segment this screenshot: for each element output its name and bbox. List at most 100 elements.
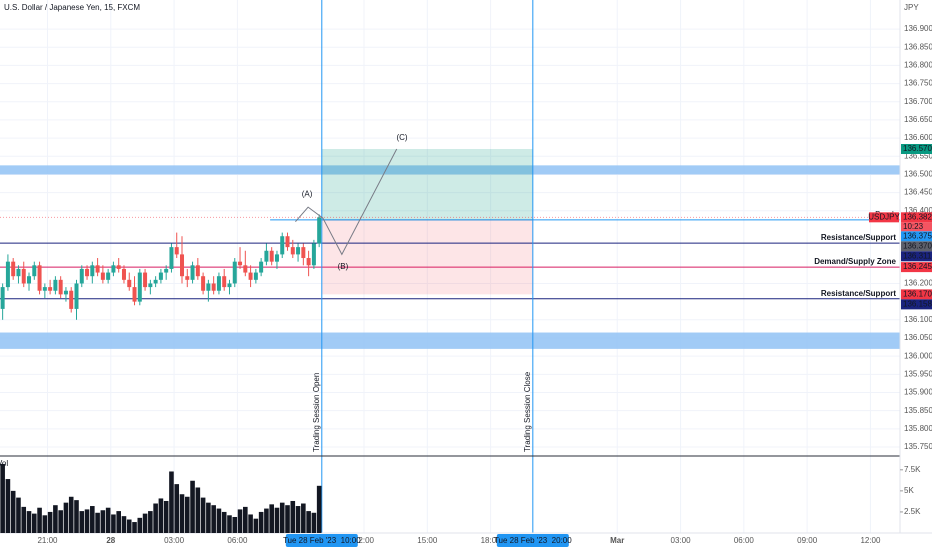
volume-bar [285,505,290,533]
volume-bar [301,503,306,533]
volume-bar [227,515,232,533]
price-badge [901,289,932,300]
volume-bar [179,494,185,533]
y-tick-label: 135.900 [904,388,932,397]
y-tick-label: 135.850 [904,406,932,415]
volume-tick-label: 7.5K [904,465,921,474]
y-tick-label: 136.800 [904,61,932,70]
candle-body [190,265,195,280]
volume-bar [16,497,21,533]
time-badge [496,534,569,547]
candle-body [227,283,232,288]
y-tick-label: 136.450 [904,188,932,197]
y-tick-label: 136.050 [904,333,932,342]
volume-bar [211,505,216,533]
y-tick-label: 136.900 [904,24,932,33]
candle-body [21,268,26,284]
candle-body [238,261,243,266]
x-tick-label: 03:00 [164,536,185,545]
zone-band [0,332,900,349]
volume-bar [258,511,264,533]
volume-bar [10,490,16,533]
price-badge-label: 136.570 [903,144,932,153]
candle-body [11,261,16,277]
candle-body [180,254,185,277]
price-badge-label: 136.311 [903,251,932,260]
volume-bar [79,511,85,533]
volume-bar [121,516,127,533]
y-tick-label: 135.750 [904,442,932,451]
candle-body [243,265,248,273]
volume-bar [274,507,280,533]
volume-bar [90,506,95,533]
volume-bar [137,517,143,533]
x-tick-label: 12:00 [354,536,375,545]
volume-bar [269,504,274,533]
wave-path [295,148,398,256]
price-badge-label: 136.375 [903,231,932,240]
candle-body [74,283,79,309]
volume-bar [84,509,90,533]
x-tick-label: Mar [610,536,624,545]
y-tick-label: 136.400 [904,206,932,215]
volume-bar [5,479,11,533]
candle-body [216,276,221,291]
volume-bar [105,507,111,533]
price-badge-label: 136.158 [903,299,932,308]
volume-bar [253,518,259,533]
candle-body [69,290,74,309]
volume-bar [153,503,158,533]
volume-bar [111,514,116,533]
countdown-badge [901,222,932,232]
y-tick-label: 136.600 [904,133,932,142]
price-badge [901,241,932,252]
volume-bar [190,480,195,533]
volume-bar [47,511,53,533]
volume-bar [237,509,243,533]
target-zone [321,149,533,220]
level-label: Demand/Supply Zone [814,257,896,266]
volume-bar [74,500,79,533]
volume-bar [316,485,322,533]
candle-body [90,265,95,277]
volume-bar [243,506,248,533]
volume-bar [37,507,42,533]
volume-bar [163,500,169,533]
candle-body [222,276,227,288]
volume-bar [306,511,311,533]
candle-body [248,272,253,280]
volume-bar [206,502,211,533]
candle-body [106,272,111,280]
volume-bar [132,522,137,533]
volume-bar [68,496,74,533]
session-label: Trading Session Close [523,371,532,452]
y-tick-label: 136.500 [904,170,932,179]
candle-body [116,265,121,269]
candle-body [53,279,58,291]
zone-band [0,165,900,175]
volume-bar [264,508,269,533]
price-badge [901,231,932,242]
volume-bar [232,516,238,533]
price-badge [901,262,932,273]
currency-label: JPY [904,3,919,12]
volume-bar [95,512,100,533]
x-tick-label: 28 [106,536,115,545]
volume-bar [290,500,296,533]
time-badge-label: Tue 28 Feb '23 20:00 [494,536,572,545]
candle-body [280,236,285,255]
candle-body [264,250,269,262]
candle-body [274,254,279,262]
volume-bar [295,506,301,533]
volume-bar [174,484,180,533]
volume-bar [142,513,148,533]
symbol-badge [869,212,899,223]
volume-bar [26,511,32,533]
candle-body [27,276,32,284]
candle-body [16,268,21,277]
price-badge [901,212,932,223]
x-tick-label: 15:00 [417,536,438,545]
volume-bar [63,502,69,533]
